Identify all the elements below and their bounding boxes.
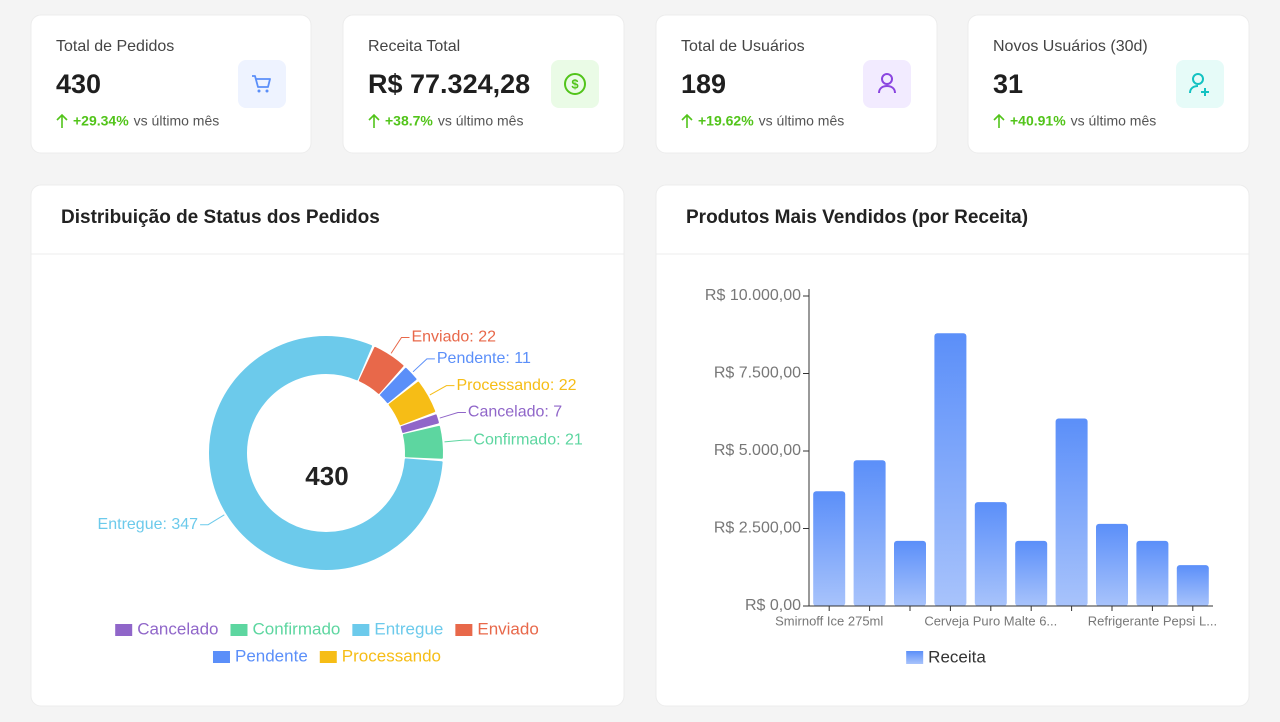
panel-title: Distribuição de Status dos Pedidos <box>61 207 380 228</box>
card-change: +19.62% <box>698 113 754 129</box>
donut-slice <box>380 367 417 404</box>
panel <box>30 184 625 707</box>
panel-title: Produtos Mais Vendidos (por Receita) <box>686 207 1028 228</box>
card-note: vs último mês <box>438 113 524 129</box>
card-change: +40.91% <box>1010 113 1066 129</box>
legend-swatch <box>906 651 924 664</box>
legend-label: Confirmado <box>252 619 340 638</box>
card-value: 31 <box>993 69 1023 99</box>
y-tick-label: R$ 10.000,00 <box>705 287 801 304</box>
bar <box>934 333 967 606</box>
icon-money: $ <box>551 60 599 108</box>
arrow-up <box>56 113 68 128</box>
bar <box>894 540 926 606</box>
legend-swatch <box>352 624 370 636</box>
icon-user <box>863 60 911 108</box>
arrow-up <box>993 113 1005 128</box>
leader-line <box>412 358 435 373</box>
legend-label: Processando <box>342 646 441 665</box>
bar <box>1055 418 1088 606</box>
card-note: vs último mês <box>1071 113 1157 129</box>
card-change: +29.34% <box>73 113 129 129</box>
bar <box>813 491 846 606</box>
legend-swatch <box>115 624 133 636</box>
slice-label: Confirmado: 21 <box>473 431 582 448</box>
y-tick-label: R$ 0,00 <box>745 597 801 614</box>
legend-label: Enviado <box>477 619 538 638</box>
donut-slice <box>402 425 443 459</box>
y-tick-label: R$ 2.500,00 <box>714 520 801 537</box>
card <box>967 14 1250 154</box>
y-tick-label: R$ 5.000,00 <box>714 442 801 459</box>
bar <box>1136 540 1169 606</box>
card-value: 189 <box>681 69 726 99</box>
leader-line <box>439 411 466 419</box>
bar <box>974 502 1007 606</box>
x-tick-label: Cerveja Puro Malte 6... <box>924 613 1057 628</box>
card-change: +38.7% <box>385 113 433 129</box>
card-note: vs último mês <box>134 113 220 129</box>
card-value: R$ 77.324,28 <box>368 69 530 99</box>
leader-line <box>429 385 455 396</box>
card <box>655 14 938 154</box>
icon-user-add <box>1176 60 1224 108</box>
donut-slice <box>209 336 443 570</box>
slice-label: Pendente: 11 <box>437 350 531 367</box>
leader-line <box>444 439 472 443</box>
legend-swatch <box>230 624 248 636</box>
svg-text:$: $ <box>571 76 579 91</box>
x-tick-label: Smirnoff Ice 275ml <box>775 613 883 628</box>
legend-swatch <box>455 624 473 636</box>
slice-label: Enviado: 22 <box>411 329 496 346</box>
bar <box>1015 540 1048 606</box>
legend-label: Pendente <box>235 646 308 665</box>
bar <box>1176 565 1209 606</box>
arrow-up <box>681 113 693 128</box>
card <box>342 14 625 154</box>
card-title: Total de Pedidos <box>56 38 174 55</box>
arrow-up <box>368 113 380 128</box>
slice-label: Entregue: 347 <box>98 516 199 533</box>
card-title: Novos Usuários (30d) <box>993 38 1148 55</box>
card-title: Total de Usuários <box>681 38 805 55</box>
legend: Receita <box>906 647 986 666</box>
legend-row: Cancelado Confirmado Entregue Enviado <box>115 619 539 638</box>
legend-label: Entregue <box>374 619 443 638</box>
y-tick-label: R$ 7.500,00 <box>714 365 801 382</box>
legend-label: Cancelado <box>137 619 218 638</box>
leader-line <box>390 336 410 354</box>
slice-label: Cancelado: 7 <box>468 404 562 421</box>
donut-slice <box>400 414 439 433</box>
donut-slice <box>358 346 404 394</box>
slice-label: Processando: 22 <box>456 377 576 394</box>
x-tick-label: Refrigerante Pepsi L... <box>1088 613 1217 628</box>
card-title: Receita Total <box>368 38 460 55</box>
bar <box>1096 523 1128 606</box>
icon-cart <box>238 60 286 108</box>
donut-center: 430 <box>305 461 348 491</box>
bar <box>853 460 886 606</box>
legend-swatch <box>319 651 337 663</box>
card <box>30 14 312 154</box>
legend-label: Receita <box>928 647 986 666</box>
card-note: vs último mês <box>759 113 845 129</box>
card-value: 430 <box>56 69 101 99</box>
donut-slice <box>388 381 436 426</box>
legend-swatch <box>212 651 230 663</box>
leader-line <box>200 514 225 526</box>
legend-row: Pendente Processando <box>212 646 441 665</box>
